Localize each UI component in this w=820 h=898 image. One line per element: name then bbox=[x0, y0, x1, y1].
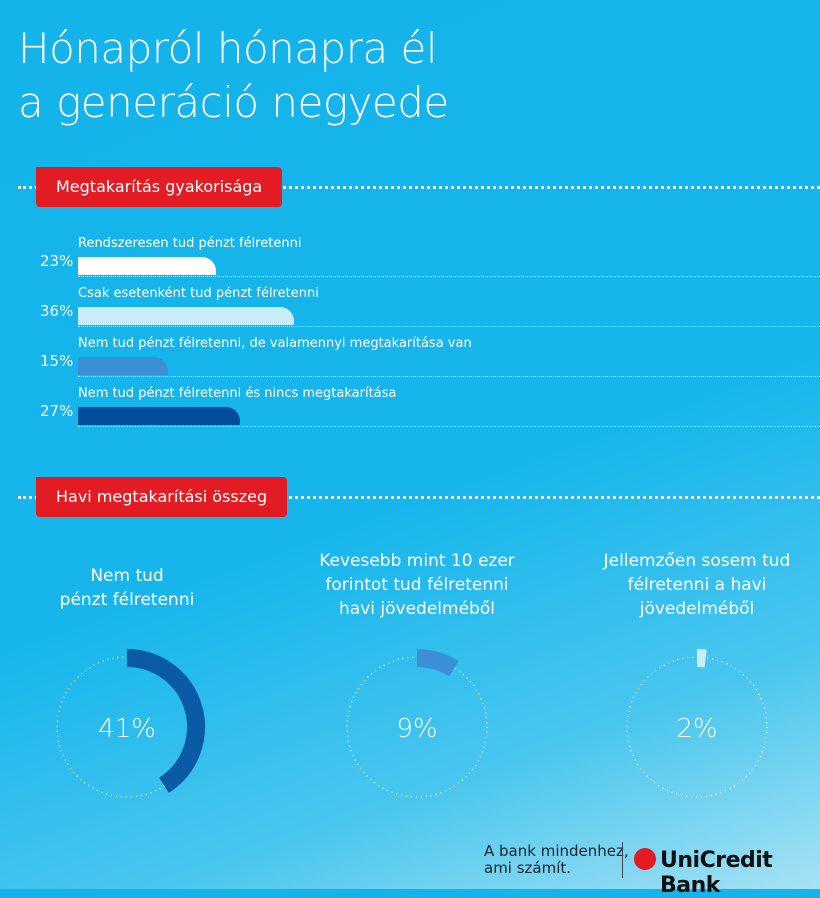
bar-value-label: 36% bbox=[40, 302, 74, 320]
bar-value-label: 23% bbox=[40, 252, 74, 270]
bar-label: Nem tud pénzt félretenni, de valamennyi … bbox=[78, 336, 472, 351]
donut-caption-line: félretenni a havi bbox=[627, 575, 767, 595]
donut-arc bbox=[696, 649, 707, 668]
bar-baseline bbox=[78, 376, 820, 377]
page-title: Hónapról hónapra él a generáció negyede bbox=[18, 22, 449, 130]
donut-caption-line: pénzt félretenni bbox=[59, 590, 195, 610]
donut-caption-line: Jellemzően sosem tud bbox=[603, 551, 791, 571]
donut-track bbox=[346, 656, 488, 798]
bar bbox=[78, 257, 216, 275]
bar-value-label: 27% bbox=[40, 402, 74, 420]
bar-label: Csak esetenként tud pénzt félretenni bbox=[78, 286, 319, 301]
donut-arc bbox=[416, 649, 459, 677]
bar-value-label: 15% bbox=[40, 352, 74, 370]
donut-track bbox=[626, 656, 768, 798]
tagline-line-1: A bank mindenhez, bbox=[484, 842, 629, 860]
brand-name: UniCredit Bank bbox=[660, 848, 773, 898]
tagline: A bank mindenhez, ami számít. bbox=[484, 843, 629, 877]
divider bbox=[278, 186, 820, 189]
section-tag-amount: Havi megtakarítási összeg bbox=[36, 477, 288, 517]
donut-value-label: 9% bbox=[396, 714, 437, 744]
donut-value-label: 2% bbox=[676, 714, 717, 744]
donut-caption: Nem tud pénzt félretenni bbox=[7, 564, 247, 612]
title-line-1: Hónapról hónapra él bbox=[18, 24, 438, 73]
donut-caption-line: jövedelméből bbox=[639, 599, 755, 619]
unicredit-logo-icon bbox=[634, 848, 656, 870]
bar bbox=[78, 407, 240, 425]
donut-caption-line: havi jövedelméből bbox=[339, 599, 495, 619]
bar-label: Nem tud pénzt félretenni és nincs megtak… bbox=[78, 386, 397, 401]
tagline-line-2: ami számít. bbox=[484, 859, 572, 877]
bar-baseline bbox=[78, 426, 820, 427]
title-line-2: a generáció negyede bbox=[18, 78, 449, 127]
section-tag-frequency: Megtakarítás gyakorisága bbox=[36, 167, 283, 207]
donut-arc bbox=[126, 649, 205, 793]
bar-baseline bbox=[78, 276, 820, 277]
bar bbox=[78, 357, 168, 375]
donut-caption: Jellemzően sosem tud félretenni a havi jöv… bbox=[577, 549, 817, 621]
donut-caption: Kevesebb mint 10 ezer forintot tud félret… bbox=[297, 549, 537, 621]
donut-caption-line: forintot tud félretenni bbox=[325, 575, 509, 595]
divider bbox=[18, 496, 38, 499]
bar-label: Rendszeresen tud pénzt félretenni bbox=[78, 236, 302, 251]
footer-separator bbox=[622, 842, 623, 878]
donut-value-label: 41% bbox=[98, 714, 156, 744]
bar bbox=[78, 307, 294, 325]
divider bbox=[278, 496, 820, 499]
donut-caption-line: Kevesebb mint 10 ezer bbox=[319, 551, 515, 571]
divider bbox=[18, 186, 38, 189]
bar-baseline bbox=[78, 326, 820, 327]
donut-caption-line: Nem tud bbox=[90, 566, 164, 586]
